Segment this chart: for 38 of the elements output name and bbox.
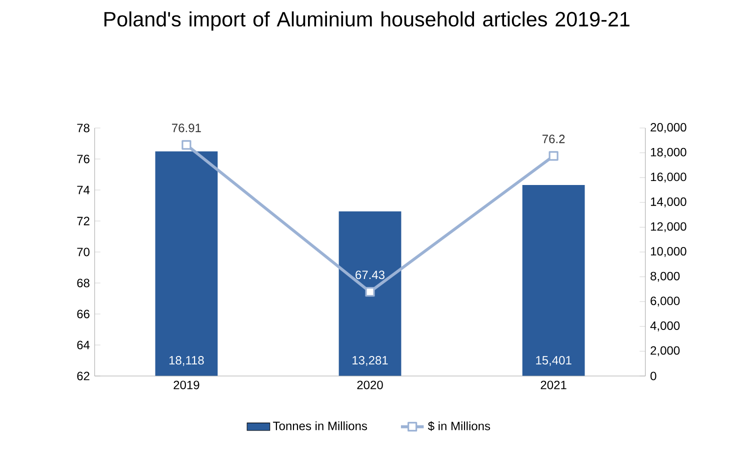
- y-tick-label: 76: [77, 154, 90, 164]
- y2-tick-label: 12,000: [650, 222, 686, 232]
- y2-tick-label: 10,000: [650, 247, 686, 257]
- y-tick-label: 66: [77, 310, 90, 318]
- y2-tick-label: 2,000: [650, 346, 680, 356]
- y-tick-label: 72: [77, 216, 90, 226]
- bar: [155, 151, 218, 376]
- x-tick-label: 2019: [174, 380, 200, 390]
- data-label: 76.2: [542, 134, 565, 144]
- bar: [522, 185, 585, 376]
- y2-tick-label: 8,000: [650, 272, 680, 282]
- y2-tick-label: 0: [650, 372, 656, 380]
- x-tick-label: 2021: [540, 380, 566, 390]
- y2-tick-label: 16,000: [650, 172, 686, 183]
- y-tick-label: 68: [77, 278, 90, 288]
- y-tick-label: 78: [77, 124, 90, 132]
- legend-label: $ in Millions: [428, 421, 490, 431]
- data-label: 76.91: [172, 124, 201, 132]
- data-label: 13,281: [352, 356, 388, 366]
- y-tick-label: 74: [77, 186, 90, 194]
- legend-label: Tonnes in Millions: [273, 421, 368, 430]
- data-label: 15,401: [536, 356, 572, 366]
- y-tick-label: 64: [77, 340, 90, 350]
- y2-tick-label: 20,000: [650, 123, 686, 133]
- x-tick-label: 2020: [357, 380, 383, 390]
- data-label: 67.43: [356, 270, 384, 280]
- data-label: 18,118: [169, 356, 204, 366]
- y2-tick-label: 4,000: [650, 321, 680, 332]
- y2-tick-label: 6,000: [650, 296, 680, 307]
- y-tick-label: 70: [77, 248, 90, 256]
- y2-tick-label: 18,000: [650, 148, 686, 158]
- y2-tick-label: 14,000: [650, 197, 686, 208]
- point: [548, 151, 558, 161]
- point: [365, 287, 375, 297]
- y-tick-label: 62: [77, 372, 90, 380]
- point: [182, 140, 192, 150]
- chart-title: Poland's import of Aluminium household articles 2019-21: [104, 11, 630, 31]
- bar: [338, 211, 402, 376]
